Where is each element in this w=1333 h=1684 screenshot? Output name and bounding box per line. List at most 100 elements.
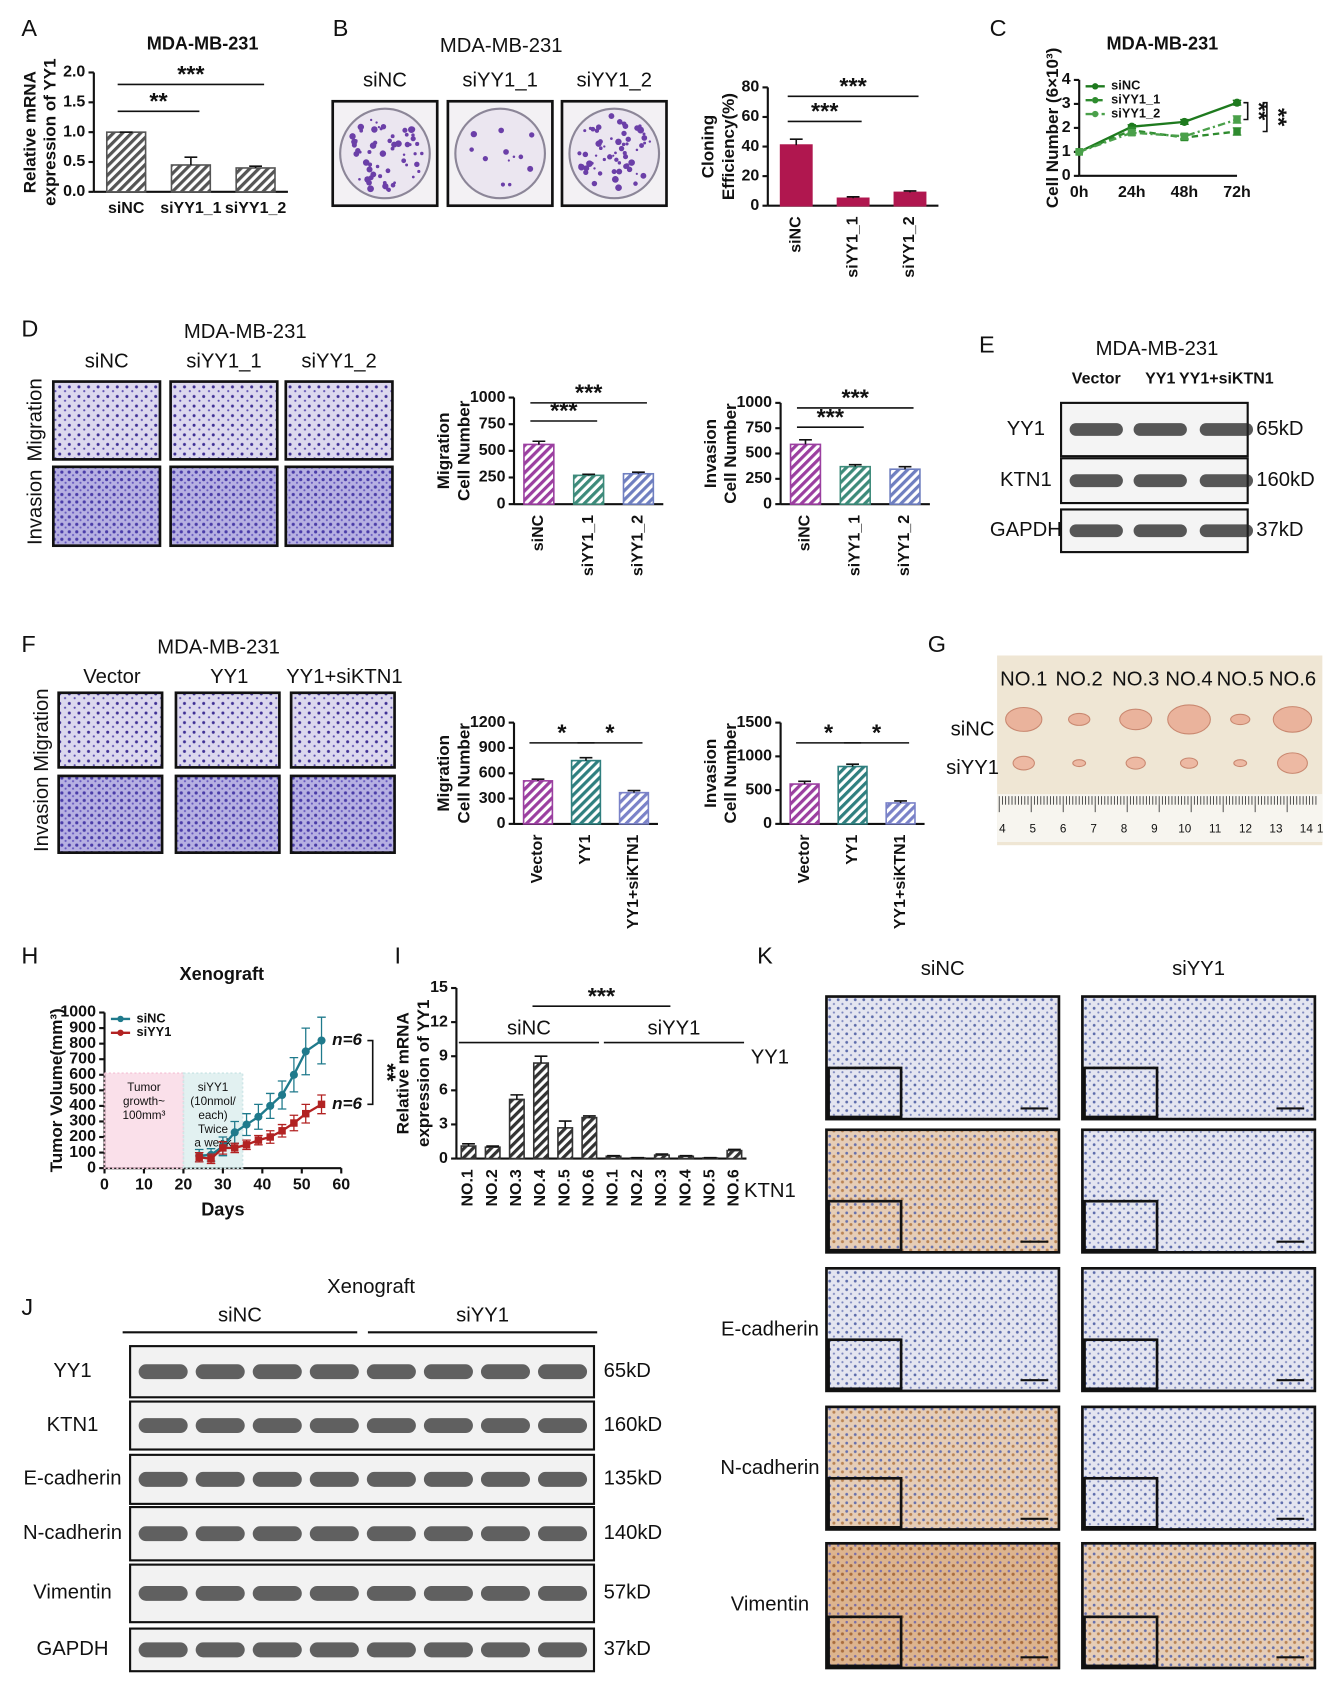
colony [635,148,639,152]
band [252,1526,302,1542]
colony [635,172,638,175]
significance-label: *** [817,404,845,430]
photo [289,774,396,854]
y-tick-label: 0 [497,815,506,832]
marker [317,1100,326,1109]
band [309,1364,359,1380]
marker [254,1136,263,1144]
row-label: KTN1 [744,1180,796,1202]
legend-marker [1091,96,1099,104]
colony [393,181,396,185]
band [309,1471,359,1487]
row-label: YY1 [751,1047,789,1069]
band [195,1526,245,1542]
y-axis-label: Invasion [701,419,720,488]
error-bar [898,465,912,470]
column-label: NO.5 [1217,668,1264,690]
x-tick-label: siYY1_2 [901,216,918,277]
y-axis-label: Invasion [701,739,720,808]
y-tick-label: 60 [741,108,759,125]
colony [616,168,623,175]
blot [129,1563,596,1624]
marker [302,1109,310,1118]
bar [789,783,820,825]
band [423,1471,473,1487]
column-label: Vector [83,666,141,688]
row-label: KTN1 [47,1414,99,1436]
chart-title: MDA-MB-231 [147,34,259,54]
tumor [1277,752,1308,774]
panel-letter: E [979,332,995,358]
band [480,1364,531,1380]
x-tick-label: siNC [530,514,547,551]
legend-label: siYY1_2 [1111,105,1160,120]
colony [616,119,623,125]
bar [460,1145,477,1160]
band [138,1642,188,1658]
group-label: siYY1 [456,1305,509,1327]
ruler-label: 5 [1030,822,1037,835]
band [1133,423,1187,436]
marker [1233,115,1241,124]
bar [581,1116,598,1160]
photo [169,465,279,548]
tumor [1119,708,1153,731]
colony [527,165,534,172]
y-tick-label: 1.5 [63,94,85,111]
colony [354,139,358,143]
y-tick-label: 0 [1062,167,1071,184]
x-tick-label: NO.4 [677,1169,694,1206]
column-label: siYY1_2 [301,351,376,373]
colony [633,181,638,186]
bar [105,131,147,193]
y-tick-label: 40 [741,138,759,155]
bar [532,1062,550,1160]
colony [368,162,373,167]
band [195,1418,245,1433]
colony [408,143,412,147]
column-label: siYY1_1 [462,69,537,91]
marker [317,1036,326,1045]
y-tick-label: 750 [745,419,772,436]
error-bar [486,1145,500,1148]
legend-marker [1091,110,1099,118]
y-tick-label: 0.0 [63,183,85,200]
y-tick-label: 15 [430,979,448,996]
error-bar [510,1094,524,1100]
y-tick-label: 12 [430,1013,448,1030]
colony [385,168,391,174]
band [138,1418,188,1433]
marker [1180,132,1189,141]
colony [512,155,516,158]
panel-letter: I [395,942,402,968]
colony [611,175,619,183]
y-axis-label: expression of YY1 [41,58,60,205]
size-label: 160kD [604,1414,663,1436]
photo [174,691,281,769]
band [480,1418,531,1433]
bar [170,164,212,193]
ruler-label: 4 [999,822,1006,835]
marker [1075,148,1083,156]
x-tick-label: NO.2 [629,1169,646,1206]
row-label: siNC [951,718,995,740]
colony [411,133,415,137]
band [1199,474,1254,488]
y-tick-label: 4 [1062,71,1071,88]
error-bar [534,1055,548,1064]
panel-letter: K [757,942,773,968]
bar [885,802,916,825]
bar [726,1149,743,1160]
y-tick-label: 9 [439,1047,448,1064]
colony [622,123,629,129]
legend-marker [1091,83,1099,90]
column-label: YY1 [1145,371,1175,388]
y-tick-label: 800 [69,1035,96,1052]
ruler-label: 14 [1300,822,1314,835]
band [423,1364,473,1380]
band [195,1585,245,1601]
column-label: NO.1 [1000,668,1047,690]
colony [349,133,356,140]
x-tick-label: NO.1 [605,1169,622,1206]
